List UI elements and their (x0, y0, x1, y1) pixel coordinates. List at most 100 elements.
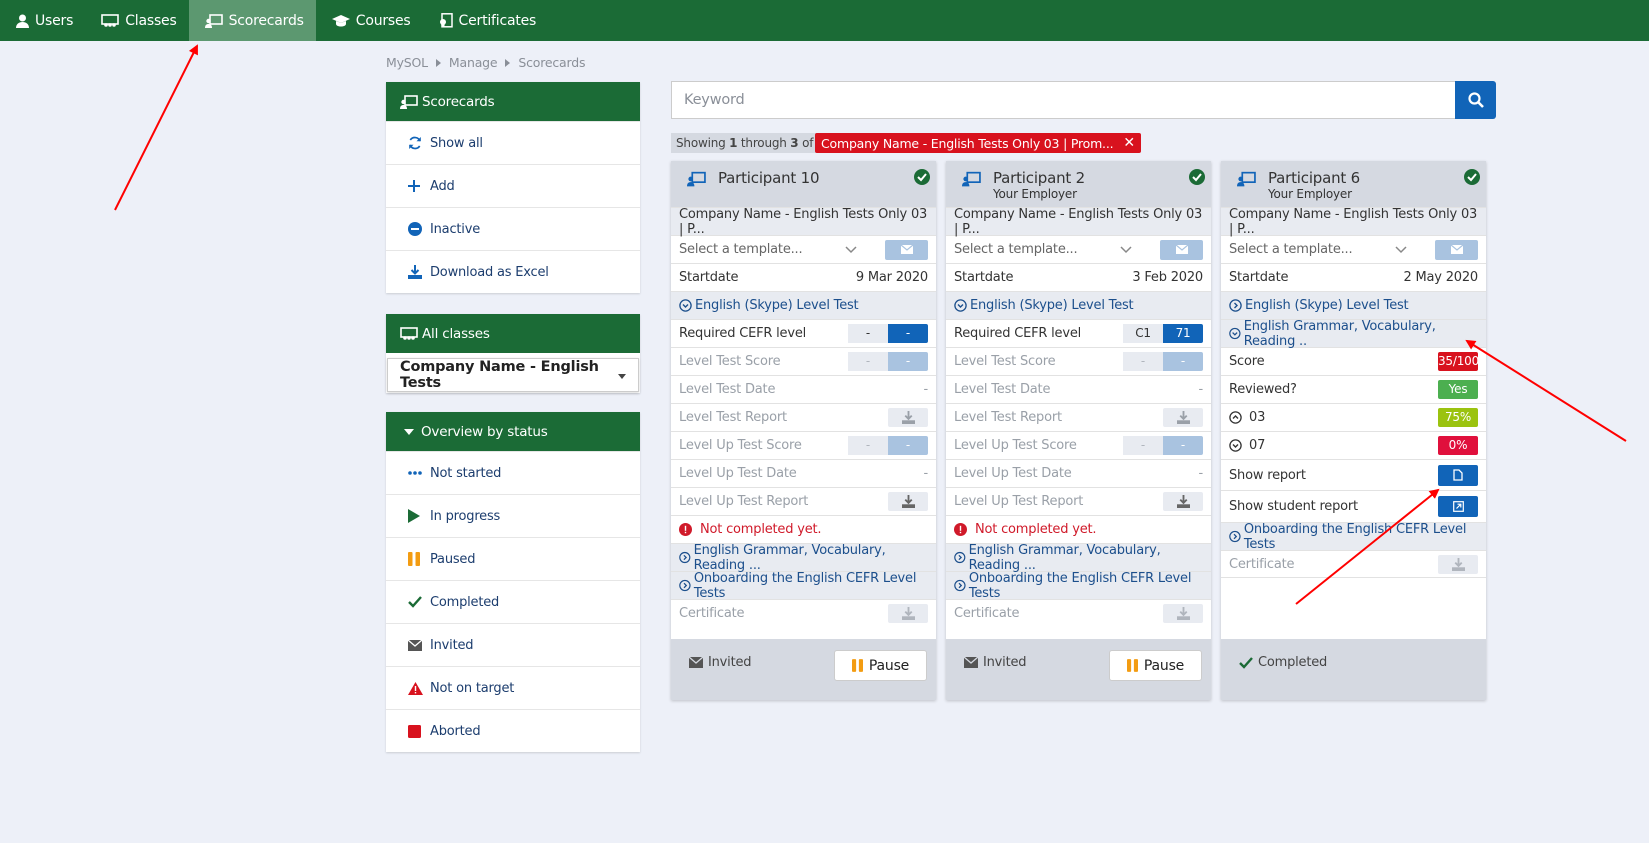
level-up-score-button[interactable]: - (1163, 436, 1203, 455)
inactive-label: Inactive (430, 221, 480, 237)
onboarding-section[interactable]: Onboarding the English CEFR Level Tests (671, 571, 936, 601)
search-placeholder: Keyword (684, 92, 745, 108)
participant-name[interactable]: Participant 2 (993, 169, 1086, 187)
download-icon (901, 607, 915, 620)
caret-down-icon (618, 374, 626, 379)
template-select[interactable]: Select a template... (946, 235, 1211, 263)
breadcrumb-manage[interactable]: Manage (448, 55, 498, 70)
template-select[interactable]: Select a template... (671, 235, 936, 263)
classes-icon (400, 326, 418, 340)
subscore-badge: 0% (1438, 436, 1478, 455)
show-all-button[interactable]: Show all (386, 121, 640, 164)
pause-label: Pause (868, 657, 910, 674)
startdate-value: 3 Feb 2020 (1132, 270, 1203, 285)
nav-scorecards-label: Scorecards (228, 12, 304, 29)
certificate-icon (439, 13, 453, 28)
status-label: Invited (983, 655, 1027, 670)
status-aborted[interactable]: Aborted (386, 709, 640, 752)
reviewed-badge: Yes (1438, 380, 1478, 399)
annotation-arrow (114, 44, 198, 211)
level-test-report-download-button[interactable] (888, 408, 928, 427)
show-student-report-button[interactable] (1438, 496, 1478, 517)
template-placeholder: Select a template... (954, 242, 1078, 257)
show-report-button[interactable] (1438, 464, 1478, 486)
annotation-arrow (1465, 339, 1627, 442)
download-icon (1176, 495, 1190, 508)
level-test-section[interactable]: English (Skype) Level Test (671, 291, 936, 319)
certificate-download-button[interactable] (1163, 604, 1203, 623)
level-test-score-button[interactable]: - (1163, 352, 1203, 371)
top-navigation: Users Classes Scorecards Courses Certifi… (0, 0, 1649, 41)
scorecards-icon (400, 94, 418, 109)
level-test-score-button[interactable]: - (888, 352, 928, 371)
card-header: Participant 2 Your Employer (946, 161, 1211, 207)
certificate-download-button[interactable] (888, 604, 928, 623)
cefr-score-value[interactable]: 71 (1163, 324, 1203, 343)
status-aborted-label: Aborted (430, 723, 481, 739)
close-icon[interactable]: ✕ (1123, 135, 1135, 151)
onboarding-section[interactable]: Onboarding the English CEFR Level Tests (1221, 522, 1486, 552)
send-email-button[interactable] (1435, 239, 1478, 260)
status-in-progress-label: In progress (430, 508, 501, 524)
level-up-report-download-button[interactable] (1163, 492, 1203, 511)
download-excel-button[interactable]: Download as Excel (386, 250, 640, 293)
active-filter-chip[interactable]: Company Name - English Tests Only 03 | P… (815, 133, 1141, 153)
class-select-value: Company Name - English Tests (400, 359, 599, 391)
grammar-test-section[interactable]: English Grammar, Vocabulary, Reading .. (1221, 319, 1486, 349)
class-select[interactable]: Company Name - English Tests (387, 358, 639, 392)
search-button[interactable] (1455, 81, 1496, 119)
overview-panel-header[interactable]: Overview by status (386, 412, 640, 451)
nav-users[interactable]: Users (0, 0, 85, 41)
pause-button[interactable]: Pause (1109, 650, 1202, 681)
template-select[interactable]: Select a template... (1221, 235, 1486, 263)
status-invited[interactable]: Invited (386, 623, 640, 666)
subscore-row[interactable]: 03 75% (1221, 403, 1486, 431)
nav-certificates-label: Certificates (458, 12, 537, 29)
status-completed[interactable]: Completed (386, 580, 640, 623)
breadcrumb-scorecards[interactable]: Scorecards (518, 55, 586, 70)
graduation-cap-icon (331, 14, 350, 26)
nav-scorecards[interactable]: Scorecards (188, 0, 316, 41)
send-email-button[interactable] (885, 239, 928, 260)
overview-panel: Overview by status Not started In progre… (386, 412, 640, 752)
level-test-section[interactable]: English (Skype) Level Test (946, 291, 1211, 319)
scorecard-card: Participant 2 Your Employer Company Name… (946, 161, 1211, 700)
startdate-row: Startdate 3 Feb 2020 (946, 263, 1211, 291)
overview-panel-title: Overview by status (421, 423, 548, 440)
grammar-test-section[interactable]: English Grammar, Vocabulary, Reading ... (671, 543, 936, 573)
level-up-report-download-button[interactable] (888, 492, 928, 511)
pause-button[interactable]: Pause (834, 650, 927, 681)
classes-icon (101, 13, 120, 27)
status-in-progress[interactable]: In progress (386, 494, 640, 537)
add-button[interactable]: Add (386, 164, 640, 207)
nav-courses[interactable]: Courses (316, 0, 423, 41)
send-email-button[interactable] (1160, 239, 1203, 260)
status-not-on-target-label: Not on target (430, 680, 515, 696)
grammar-test-section[interactable]: English Grammar, Vocabulary, Reading ... (946, 543, 1211, 573)
search-input[interactable]: Keyword (671, 81, 1457, 119)
level-test-report-download-button[interactable] (1163, 408, 1203, 427)
participant-name[interactable]: Participant 6 (1268, 169, 1361, 187)
level-test-report-row: Level Test Report (946, 403, 1211, 431)
level-up-score-button[interactable]: - (888, 436, 928, 455)
level-test-section[interactable]: English (Skype) Level Test (1221, 291, 1486, 319)
subscore-row[interactable]: 07 0% (1221, 431, 1486, 459)
status-paused[interactable]: Paused (386, 537, 640, 580)
checkmark-icon (1239, 656, 1253, 669)
status-not-started[interactable]: Not started (386, 451, 640, 494)
download-icon (1176, 607, 1190, 620)
breadcrumb-mysol[interactable]: MySOL (386, 55, 428, 70)
participant-name[interactable]: Participant 10 (718, 169, 820, 187)
level-up-report-label: Level Up Test Report (679, 494, 809, 509)
onboarding-label: Onboarding the English CEFR Level Tests (968, 570, 1192, 601)
cefr-score-value[interactable]: - (888, 324, 928, 343)
card-footer: Completed (1221, 639, 1486, 700)
inactive-button[interactable]: Inactive (386, 207, 640, 250)
scorecards-panel-header: Scorecards (386, 82, 640, 121)
status-not-on-target[interactable]: Not on target (386, 666, 640, 709)
nav-certificates[interactable]: Certificates (423, 0, 549, 41)
certificate-download-button[interactable] (1438, 554, 1478, 574)
user-icon (16, 14, 29, 28)
nav-classes[interactable]: Classes (85, 0, 188, 41)
onboarding-section[interactable]: Onboarding the English CEFR Level Tests (946, 570, 1211, 601)
